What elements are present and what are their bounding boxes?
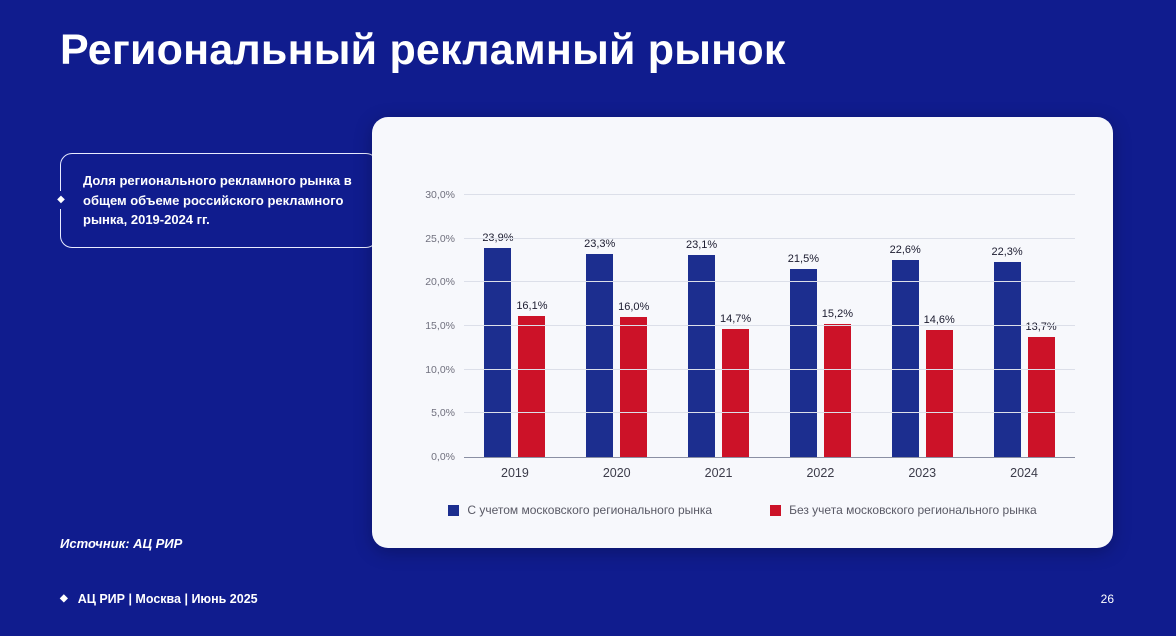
- bar-value-label: 23,1%: [685, 239, 718, 252]
- bar-value-label: 23,3%: [584, 237, 616, 250]
- bar: [925, 329, 953, 457]
- x-axis-category-label: 2021: [704, 466, 733, 480]
- bar-group: 23,1% 14,7%: [668, 195, 770, 457]
- bar-value-label: 22,3%: [991, 246, 1023, 259]
- legend-swatch-icon: [770, 504, 782, 516]
- x-axis-labels: 2019 2020 2021 2022 2023 2024: [464, 466, 1075, 480]
- gridline: [464, 412, 1075, 414]
- bar-group: 22,3% 13,7%: [973, 195, 1075, 457]
- bar: [1027, 337, 1055, 457]
- bar-value-label: 22,6%: [889, 243, 921, 256]
- x-axis-category-label: 2023: [908, 466, 937, 480]
- bar-with-label: 22,3%: [991, 195, 1023, 457]
- bar-value-label: 15,2%: [821, 308, 853, 321]
- bar: [993, 262, 1021, 457]
- bar-with-label: 16,1%: [516, 195, 548, 457]
- bar: [620, 317, 648, 457]
- y-axis-tick-label: 15,0%: [425, 320, 455, 332]
- bar-value-label: 16,1%: [516, 300, 548, 313]
- bar-with-label: 15,2%: [821, 195, 853, 457]
- gridline: [464, 281, 1075, 283]
- y-axis-tick-label: 30,0%: [425, 189, 455, 201]
- legend-label: С учетом московского регионального рынка: [467, 503, 713, 517]
- bar: [484, 248, 512, 457]
- bar: [586, 253, 614, 457]
- bar-with-label: 13,7%: [1025, 195, 1057, 457]
- bar-series-container: 23,9%16,1% 23,3% 16,0% 23,1% 14,7% 21,5% 15,2%…: [464, 195, 1075, 457]
- bar-value-label: 14,7%: [719, 312, 752, 325]
- bar-value-label: 16,0%: [618, 301, 650, 314]
- chart-card: 23,9%16,1% 23,3% 16,0% 23,1% 14,7% 21,5% 15,2%…: [372, 117, 1113, 548]
- gridline: [464, 368, 1075, 370]
- gridline: [464, 237, 1075, 239]
- diamond-icon: ◆: [56, 191, 66, 210]
- bar-value-label: 14,6%: [923, 313, 955, 326]
- source-note: Источник: АЦ РИР: [60, 536, 183, 551]
- bar-with-label: 14,7%: [719, 195, 752, 457]
- gridline: [464, 194, 1075, 195]
- x-axis-category-label: 2020: [602, 466, 631, 480]
- bar-value-label: 21,5%: [787, 253, 819, 266]
- bar-group: 21,5% 15,2%: [769, 195, 871, 457]
- y-axis-tick-label: 5,0%: [431, 407, 455, 420]
- bar-with-label: 23,9%: [482, 195, 514, 457]
- bar-group: 23,3% 16,0%: [566, 195, 668, 457]
- y-axis-tick-label: 0,0%: [431, 451, 455, 463]
- page-number: 26: [1100, 592, 1114, 606]
- x-axis-category-label: 2022: [806, 466, 835, 480]
- callout-text: Доля регионального рекламного рынка в об…: [83, 173, 352, 227]
- y-axis-tick-label: 25,0%: [425, 232, 455, 245]
- bar-with-label: 23,1%: [685, 195, 718, 457]
- bar-value-label: 13,7%: [1025, 321, 1057, 334]
- bar-with-label: 16,0%: [618, 195, 650, 457]
- chart-legend: С учетом московского регионального рынка…: [372, 503, 1113, 517]
- gridline: [464, 325, 1075, 326]
- diamond-icon: ◆: [60, 593, 68, 604]
- bar-group: 22,6% 14,6%: [871, 195, 973, 457]
- legend-label: Без учета московского регионального рынк…: [789, 503, 1037, 517]
- bar: [823, 324, 851, 457]
- legend-swatch-icon: [448, 504, 460, 516]
- callout-box: ◆ Доля регионального рекламного рынка в …: [56, 153, 378, 248]
- bar-with-label: 23,3%: [584, 195, 616, 457]
- page-title: Региональный рекламный рынок: [60, 26, 786, 74]
- bar: [688, 255, 716, 457]
- footer-text: АЦ РИР | Москва | Июнь 2025: [77, 592, 258, 606]
- legend-item: С учетом московского регионального рынка: [448, 503, 712, 517]
- bar: [789, 269, 817, 457]
- bar: [518, 316, 546, 457]
- bar-group: 23,9%16,1%: [464, 195, 566, 457]
- bar-with-label: 14,6%: [923, 195, 955, 457]
- bar-with-label: 21,5%: [787, 195, 819, 457]
- footer: ◆ АЦ РИР | Москва | Июнь 2025: [60, 592, 258, 606]
- chart-plot-area: 23,9%16,1% 23,3% 16,0% 23,1% 14,7% 21,5% 15,2%…: [425, 189, 1075, 463]
- x-axis-category-label: 2019: [501, 466, 529, 480]
- y-axis-tick-label: 20,0%: [425, 276, 455, 289]
- legend-item: Без учета московского регионального рынк…: [770, 503, 1037, 517]
- x-axis-category-label: 2024: [1010, 466, 1038, 480]
- bar: [722, 328, 750, 457]
- bar-with-label: 22,6%: [889, 195, 921, 457]
- y-axis-tick-label: 10,0%: [425, 363, 455, 376]
- bar: [891, 259, 919, 457]
